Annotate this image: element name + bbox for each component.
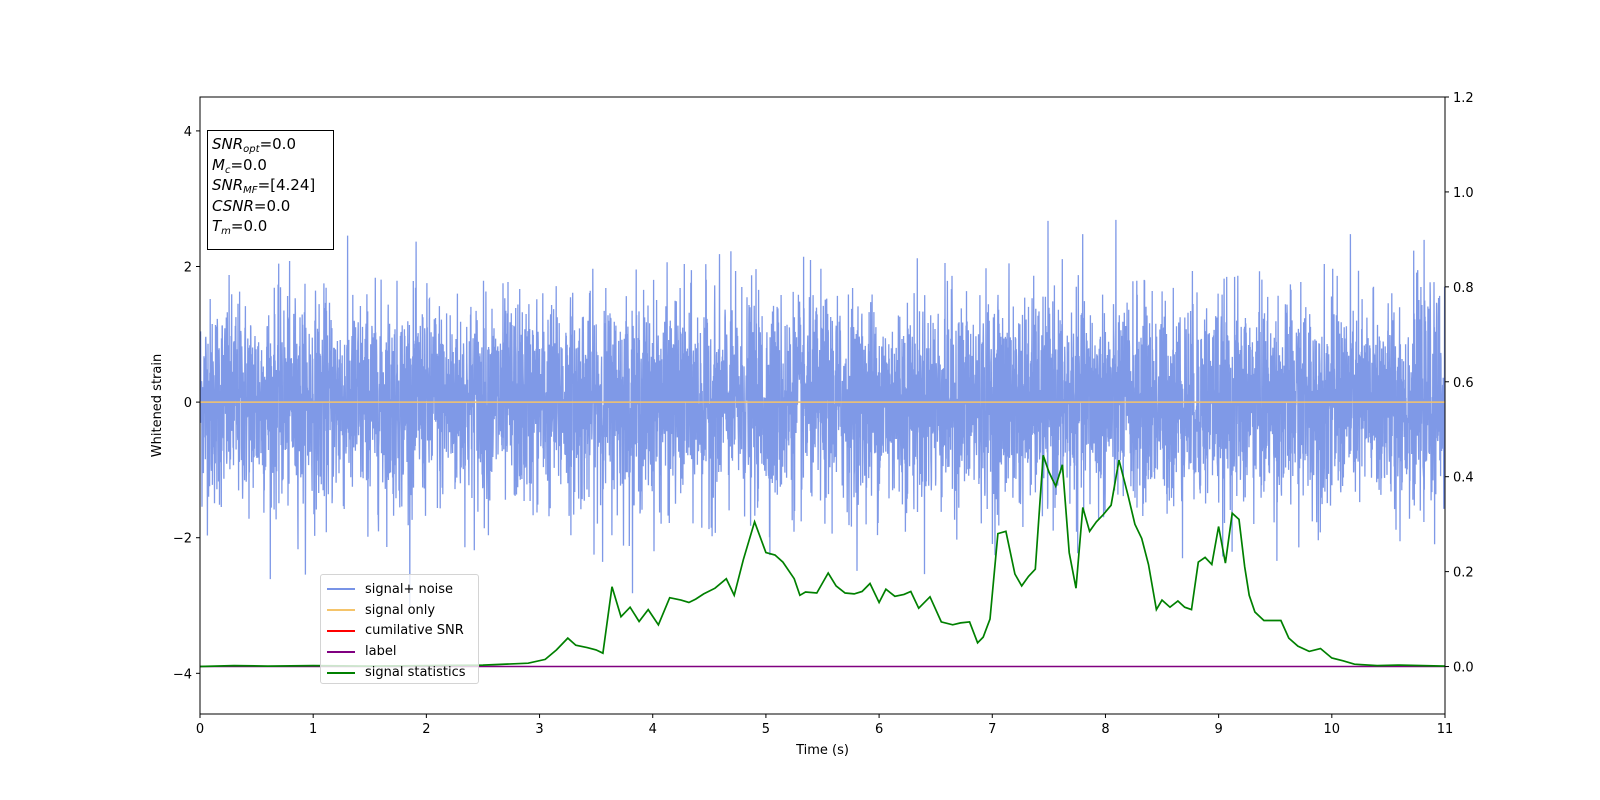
snr-info-box: SNRopt=0.0 Mc=0.0 SNRMF=[4.24] CSNR=0.0 … — [207, 130, 334, 250]
x-tick-label: 9 — [1214, 722, 1222, 737]
y-left-tick-label: −2 — [173, 532, 192, 547]
y-right-tick-label: 0.2 — [1453, 566, 1474, 581]
x-tick-label: 6 — [875, 722, 883, 737]
legend-item-signal-statistics: signal statistics — [327, 662, 478, 683]
series-signal-statistics-line — [200, 455, 1445, 668]
y-left-tick-label: −4 — [173, 667, 192, 682]
y-left-tick-label: 2 — [184, 261, 192, 276]
legend-swatch — [327, 588, 355, 591]
x-tick-label: 4 — [649, 722, 657, 737]
y-right-tick-label: 0.8 — [1453, 281, 1474, 296]
x-tick-label: 5 — [762, 722, 770, 737]
x-tick-label: 11 — [1437, 722, 1454, 737]
x-tick-label: 8 — [1101, 722, 1109, 737]
legend-swatch — [327, 671, 355, 674]
y-left-tick-label: 4 — [184, 125, 192, 140]
x-tick-label: 3 — [535, 722, 543, 737]
legend-item-signal-noise: signal+ noise — [327, 579, 478, 600]
info-snr-mf: SNRMF=[4.24] — [212, 176, 316, 196]
legend-label: cumilative SNR — [365, 623, 464, 639]
plot-frame — [199, 96, 1446, 715]
y-right-tick-label: 0.0 — [1453, 661, 1474, 676]
x-tick-label: 0 — [196, 722, 204, 737]
y-axis-label: Whitened strain — [150, 354, 165, 457]
y-right-tick-label: 0.4 — [1453, 471, 1474, 486]
y-right-tick-label: 1.0 — [1453, 186, 1474, 201]
series-signal-noise-line — [200, 219, 1445, 607]
x-tick-label: 1 — [309, 722, 317, 737]
info-tm: Tm=0.0 — [212, 217, 268, 237]
x-tick-label: 7 — [988, 722, 996, 737]
noise-layer — [200, 219, 1445, 607]
x-tick-label: 2 — [422, 722, 430, 737]
info-mc: Mc=0.0 — [212, 155, 267, 176]
legend-item-signal-only: signal only — [327, 600, 478, 621]
y-axis-right: 1.2 1.0 0.8 0.6 0.4 0.2 0.0 — [1445, 91, 1474, 676]
legend: signal+ noise signal only cumilative SNR… — [320, 574, 479, 684]
info-snr-opt: SNRopt=0.0 — [212, 135, 296, 155]
y-right-tick-label: 0.6 — [1453, 376, 1474, 391]
legend-label: signal statistics — [365, 665, 466, 681]
legend-item-cumulative-snr: cumilative SNR — [327, 621, 478, 642]
y-axis-left: 4 2 0 −2 −4 — [173, 125, 200, 682]
legend-swatch — [327, 650, 355, 653]
legend-label: label — [365, 644, 397, 660]
y-left-tick-label: 0 — [184, 396, 192, 411]
legend-item-label: label — [327, 641, 478, 662]
x-axis: 0 1 2 3 4 5 6 7 8 9 10 11 — [196, 714, 1453, 737]
y-right-tick-label: 1.2 — [1453, 91, 1474, 106]
x-tick-label: 10 — [1324, 722, 1341, 737]
legend-swatch — [327, 629, 355, 632]
legend-label: signal only — [365, 602, 436, 618]
legend-swatch — [327, 609, 355, 612]
info-csnr: CSNR=0.0 — [212, 196, 291, 215]
x-axis-label: Time (s) — [795, 743, 849, 758]
legend-label: signal+ noise — [365, 581, 454, 597]
